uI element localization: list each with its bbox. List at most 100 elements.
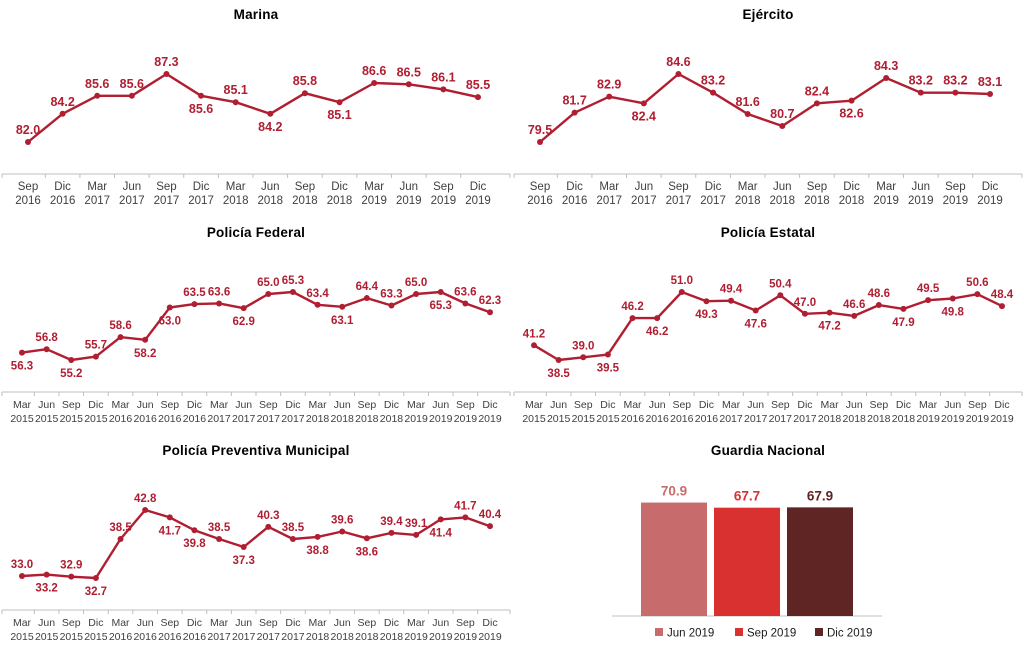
data-label: 81.7: [562, 94, 586, 108]
data-point: [851, 312, 858, 319]
data-label: 47.9: [892, 317, 914, 329]
category-label: Mar 2015: [10, 399, 34, 425]
category-label: Mar 2015: [522, 399, 546, 425]
data-label: 83.2: [701, 74, 725, 88]
data-label: 63.1: [331, 315, 354, 327]
data-label: 79.5: [528, 123, 552, 137]
chart-marina: Marina 82.0 Sep 2016 84.2 Dic 2016 85.6 Mar 2017…: [0, 0, 512, 218]
data-label: 38.8: [306, 545, 329, 557]
bar-value-label: 67.7: [734, 489, 760, 504]
data-label: 82.6: [839, 107, 863, 121]
data-point: [952, 89, 959, 96]
line-chart-canvas: 33.0 Mar 2015 33.2 Jun 2015 32.9 Sep 2015 32.7 Dic…: [1, 493, 511, 643]
data-point: [363, 535, 370, 542]
data-point: [440, 86, 447, 93]
data-point: [604, 351, 611, 358]
data-label: 58.2: [134, 348, 156, 360]
line-series: [21, 290, 491, 362]
category-label: Jun 2018: [331, 617, 355, 643]
data-point: [142, 507, 149, 513]
data-point: [240, 305, 247, 312]
data-label: 83.2: [909, 74, 933, 88]
data-label: 41.7: [454, 500, 476, 512]
data-point: [388, 529, 395, 536]
data-point: [339, 303, 346, 310]
category-label: Mar 2018: [306, 399, 330, 425]
category-label: Jun 2016: [133, 617, 157, 643]
data-label: 32.7: [85, 586, 107, 598]
line-chart-canvas: 41.2 Mar 2015 38.5 Jun 2015 39.0 Sep 2015 39.5 Dic…: [513, 275, 1023, 425]
data-label: 62.9: [232, 316, 254, 328]
data-point: [166, 304, 173, 311]
category-label: Jun 2017: [631, 181, 657, 207]
data-label: 49.4: [720, 284, 743, 296]
data-label: 38.6: [356, 546, 378, 558]
data-point: [801, 310, 808, 317]
data-point: [267, 110, 274, 117]
data-point: [475, 94, 481, 101]
category-label: Jun 2016: [133, 399, 157, 425]
data-point: [363, 295, 370, 302]
data-label: 41.4: [430, 527, 453, 539]
data-label: 38.5: [547, 368, 570, 380]
line-series: [533, 290, 1003, 362]
category-label: Dic 2015: [596, 399, 620, 425]
category-label: Jun 2017: [232, 399, 256, 425]
chart-guardia-nacional: Guardia Nacional 70.9 Jun 2019 67.7 Sep 201…: [512, 436, 1024, 655]
data-label: 84.6: [666, 55, 690, 69]
category-label: Sep 2017: [257, 617, 281, 643]
data-label: 46.2: [621, 301, 643, 313]
data-point: [163, 71, 170, 77]
category-label: Sep 2017: [257, 399, 281, 425]
data-point: [240, 544, 247, 551]
data-label: 41.7: [159, 525, 181, 537]
category-label: Dic 2016: [183, 399, 207, 425]
category-label: Mar 2017: [207, 399, 231, 425]
data-label: 38.5: [109, 522, 132, 534]
data-label: 64.4: [356, 281, 379, 293]
data-label: 32.9: [60, 560, 82, 572]
category-label: Dic 2019: [478, 617, 502, 643]
data-point: [128, 92, 135, 99]
data-label: 39.5: [597, 363, 620, 375]
data-label: 85.6: [189, 102, 213, 116]
data-point: [216, 535, 223, 542]
data-label: 46.6: [843, 299, 865, 311]
data-label: 82.9: [597, 78, 621, 92]
data-point: [917, 89, 924, 96]
category-label: Jun 2019: [908, 181, 934, 207]
category-label: Sep 2018: [355, 399, 379, 425]
data-point: [336, 99, 343, 106]
category-label: Sep 2019: [966, 399, 990, 425]
data-point: [339, 528, 346, 535]
data-point: [606, 93, 613, 100]
data-label: 87.3: [154, 55, 178, 69]
data-point: [883, 75, 890, 81]
category-label: Sep 2016: [158, 617, 182, 643]
data-point: [68, 573, 75, 580]
data-label: 82.4: [632, 109, 656, 123]
data-label: 86.5: [397, 65, 421, 79]
category-label: Dic 2016: [183, 617, 207, 643]
category-label: Mar 2017: [596, 181, 622, 207]
data-label: 85.6: [120, 77, 144, 91]
legend-label: Jun 2019: [667, 628, 714, 640]
chart-policia-estatal: Policía Estatal 41.2 Mar 2015 38.5 Jun 2015 39…: [512, 218, 1024, 436]
category-label: Jun 2017: [744, 399, 768, 425]
data-label: 63.6: [208, 286, 230, 298]
category-label: Jun 2016: [645, 399, 669, 425]
bar: [787, 507, 853, 616]
category-label: Dic 2019: [478, 399, 502, 425]
category-label: Sep 2017: [154, 181, 180, 207]
category-label: Jun 2015: [547, 399, 571, 425]
data-point: [462, 300, 469, 307]
data-point: [19, 572, 25, 579]
data-point: [25, 139, 31, 145]
data-label: 63.3: [380, 288, 402, 300]
data-point: [437, 289, 444, 295]
chart-title: Ejército: [742, 7, 794, 22]
data-label: 39.6: [331, 515, 353, 527]
data-point: [92, 575, 99, 581]
data-point: [301, 90, 308, 97]
